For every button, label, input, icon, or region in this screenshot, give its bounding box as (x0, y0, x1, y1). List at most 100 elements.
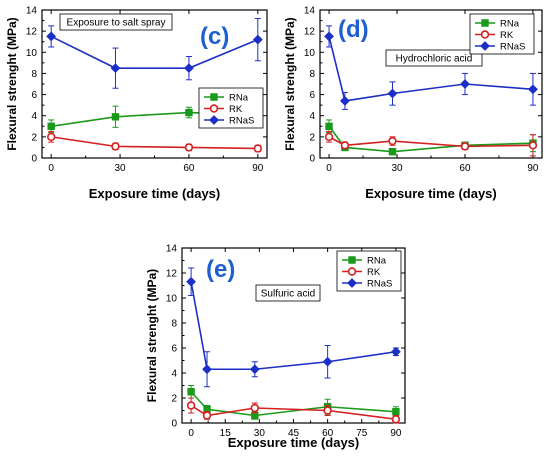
x-tick-label: 0 (188, 428, 194, 439)
legend-label: RK (367, 267, 381, 278)
y-tick-label: 6 (31, 90, 37, 101)
y-axis-title: Flexural strenght (MPa) (145, 269, 159, 402)
legend-marker (347, 278, 357, 288)
series-RNa (325, 119, 537, 156)
data-point (203, 405, 211, 413)
data-point (323, 406, 332, 415)
legend-label: RK (229, 104, 243, 115)
legend-marker (348, 256, 356, 264)
data-point (325, 122, 333, 130)
data-point (253, 144, 263, 153)
y-tick-label: 12 (166, 269, 178, 280)
annotation-box (255, 284, 321, 302)
y-tick-label: 12 (304, 27, 316, 38)
data-point (46, 31, 57, 42)
y-tick-label: 0 (171, 419, 177, 430)
y-tick-label: 2 (171, 394, 177, 405)
series-line (190, 391, 396, 417)
series-line (50, 35, 259, 69)
series-RK (324, 131, 538, 157)
chart-panel-e: 0 2 4 6 8 10 12 14 0 15 30 45 60 75 90 Exposure time (d… (145, 244, 406, 450)
x-axis-title: Exposure time (days) (89, 186, 221, 201)
y-tick-label: 8 (309, 69, 315, 80)
legend-marker (481, 19, 489, 27)
data-point (184, 143, 194, 152)
x-tick-label: 75 (356, 428, 368, 439)
series-RNaS (186, 267, 401, 388)
legend-label: RNa (500, 19, 520, 30)
data-point (110, 63, 121, 74)
legend-marker (209, 104, 219, 113)
data-point (460, 142, 470, 151)
panel-label: (e) (206, 256, 235, 283)
legend-label: RNa (367, 256, 387, 267)
x-axis-title: Exposure time (days) (365, 186, 497, 201)
legend-label: RNaS (367, 279, 392, 290)
data-point (202, 411, 212, 420)
data-point (388, 147, 397, 156)
y-tick-label: 4 (309, 111, 315, 122)
data-point (186, 401, 196, 410)
data-point (324, 132, 334, 142)
data-point (340, 96, 350, 106)
data-point (390, 346, 401, 357)
x-tick-label: 60 (183, 163, 195, 174)
data-point (185, 108, 193, 117)
x-tick-label: 15 (220, 428, 232, 439)
legend-marker (480, 41, 490, 51)
chart-panel-d: 0 2 4 6 8 10 12 14 0 30 60 90 Exposure time (days) Fl… (283, 6, 543, 201)
plot-frame (41, 9, 268, 159)
y-tick-label: 6 (171, 344, 177, 355)
panel-label: (c) (200, 23, 229, 50)
series-RNaS (46, 17, 263, 89)
data-point (388, 136, 397, 146)
annotation-text: Hydrochloric acid (396, 54, 473, 65)
chart-panel-c: 0 2 4 6 8 10 12 14 0 30 60 90 Exposure time (days) Fl… (5, 6, 268, 201)
y-tick-label: 10 (304, 48, 316, 59)
y-tick-label: 14 (166, 244, 178, 255)
x-tick-label: 90 (252, 163, 264, 174)
series-RK (186, 397, 401, 424)
legend-label: RK (500, 30, 514, 41)
data-point (460, 79, 470, 89)
y-tick-label: 2 (309, 132, 315, 143)
annotation-text: Exposure to salt spray (67, 18, 166, 29)
x-tick-label: 60 (322, 428, 334, 439)
data-point (186, 276, 197, 287)
x-tick-label: 0 (326, 163, 332, 174)
annotation-box (385, 49, 483, 67)
data-point (340, 141, 350, 150)
data-point (249, 364, 260, 375)
series-line (51, 136, 258, 150)
data-point (528, 84, 538, 95)
legend-marker (480, 30, 490, 39)
data-point (252, 34, 263, 45)
y-tick-label: 4 (31, 111, 37, 122)
y-tick-label: 2 (31, 132, 37, 143)
legend-label: RNa (229, 93, 249, 104)
y-tick-label: 6 (309, 90, 315, 101)
y-axis-title: Flexural strenght (MPa) (5, 17, 19, 150)
data-point (184, 63, 194, 74)
y-tick-label: 0 (31, 154, 37, 165)
data-point (392, 408, 400, 416)
y-axis-title: Flexural strenght (MPa) (283, 17, 297, 150)
legend-label: RNaS (500, 42, 525, 53)
data-point (250, 403, 260, 413)
x-tick-label: 30 (114, 163, 126, 174)
y-tick-label: 14 (26, 6, 38, 17)
condition-annotation: Exposure to salt spray (59, 13, 173, 31)
condition-annotation: Sulfuric acid (255, 284, 321, 302)
y-tick-label: 12 (26, 27, 38, 38)
x-tick-label: 30 (254, 428, 266, 439)
y-tick-label: 10 (166, 294, 178, 305)
y-tick-label: 14 (304, 6, 316, 17)
x-tick-label: 0 (48, 163, 54, 174)
data-point (187, 388, 195, 396)
data-point (251, 411, 259, 420)
y-tick-label: 10 (26, 48, 38, 59)
panel-label: (d) (338, 16, 369, 43)
